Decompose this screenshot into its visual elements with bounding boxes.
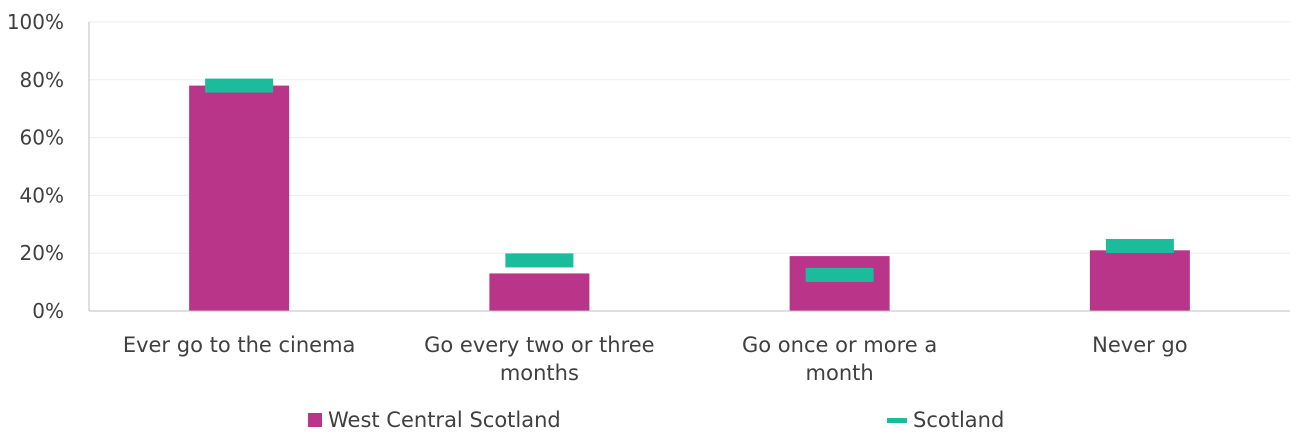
x-category-label: month (806, 361, 874, 385)
legend-label-scotland: Scotland (913, 408, 1005, 432)
bar-west-central-scotland (789, 256, 890, 311)
legend: West Central Scotland Scotland (0, 408, 1297, 438)
bar-west-central-scotland (1089, 250, 1190, 311)
y-axis-ticks: 0% 20% 40% 60% 80% 100% (7, 10, 64, 323)
axes (88, 22, 1290, 312)
legend-swatch-west-central-scotland (308, 413, 322, 427)
gridlines (89, 21, 1290, 254)
marker-scotland (1105, 238, 1174, 253)
bar-west-central-scotland (489, 273, 590, 311)
scotland-markers (205, 78, 1174, 282)
marker-scotland (805, 267, 874, 282)
bar-west-central-scotland (189, 85, 290, 311)
y-tick-label: 60% (20, 126, 64, 150)
y-tick-label: 40% (20, 183, 64, 207)
x-category-label: Ever go to the cinema (123, 333, 356, 357)
y-tick-label: 0% (32, 299, 64, 323)
y-tick-label: 20% (20, 241, 64, 265)
x-axis-categories: Ever go to the cinema Go every two or thr… (123, 333, 1188, 385)
x-category-label: Go every two or three (424, 333, 654, 357)
bars (189, 85, 1190, 311)
legend-item-west-central-scotland: West Central Scotland (308, 408, 561, 432)
x-category-label: months (500, 361, 579, 385)
marker-scotland (205, 78, 274, 93)
legend-label-west-central-scotland: West Central Scotland (328, 408, 561, 432)
x-category-label: Go once or more a (742, 333, 937, 357)
x-category-label: Never go (1092, 333, 1187, 357)
y-tick-label: 100% (7, 10, 64, 34)
legend-swatch-scotland (887, 417, 907, 423)
legend-item-scotland: Scotland (887, 408, 1004, 432)
y-tick-label: 80% (20, 68, 64, 92)
marker-scotland (505, 253, 574, 268)
